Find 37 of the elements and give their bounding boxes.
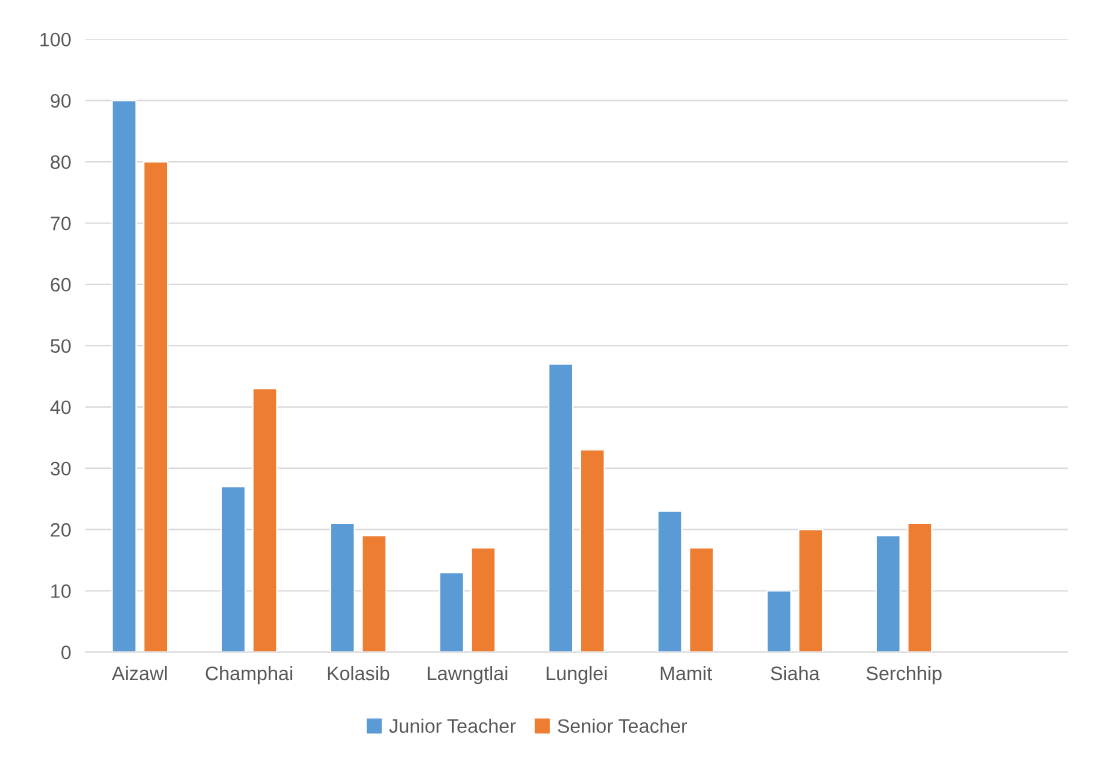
bar — [361, 534, 387, 653]
x-tick-label: Serchhip — [866, 666, 942, 685]
x-tick-label: Lunglei — [546, 666, 607, 685]
y-tick-label: 100 — [40, 32, 71, 47]
x-tick-label: Siaha — [770, 666, 820, 681]
bar — [688, 547, 715, 653]
y-tick-label: 20 — [50, 523, 71, 537]
bar — [329, 522, 356, 653]
bar — [438, 571, 465, 653]
x-tick-label: Lawngtlai — [427, 666, 508, 685]
bar — [797, 528, 824, 653]
bar — [766, 590, 792, 653]
x-tick-label: Kolasib — [327, 666, 390, 681]
y-tick-label: 70 — [50, 216, 71, 231]
bar — [875, 534, 901, 653]
bar — [252, 387, 278, 653]
bar — [143, 161, 169, 653]
legend-label: Junior Teacher — [389, 718, 516, 733]
y-tick-label: 50 — [50, 339, 71, 353]
y-tick-label: 90 — [50, 93, 71, 108]
y-tick-label: 80 — [50, 155, 71, 170]
x-tick-label: Champhai — [205, 666, 293, 685]
y-tick-label: 30 — [50, 461, 71, 476]
bar — [907, 522, 933, 653]
bar — [657, 510, 683, 653]
bar — [548, 363, 574, 653]
bar — [220, 485, 246, 653]
x-tick-label: Mamit — [660, 666, 713, 681]
legend-label: Senior Teacher — [557, 718, 688, 733]
y-tick-label: 10 — [51, 584, 71, 599]
y-tick-label: 40 — [50, 400, 71, 415]
y-tick-label: 60 — [50, 277, 71, 292]
bar — [111, 99, 137, 653]
bar — [470, 547, 496, 653]
x-tick-label: Aizawl — [111, 666, 167, 681]
bar — [579, 449, 606, 653]
y-tick-label: 0 — [61, 645, 71, 660]
